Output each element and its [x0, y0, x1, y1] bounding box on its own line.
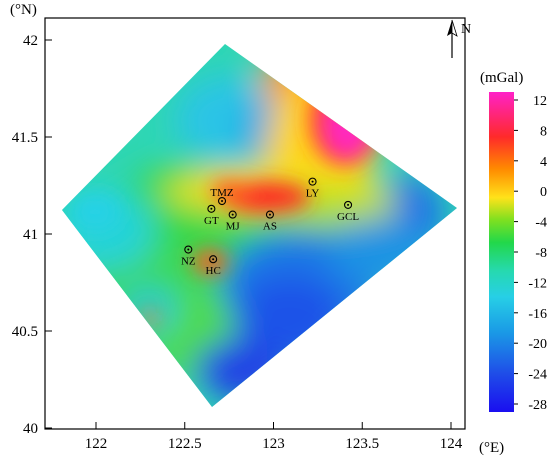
colorbar-tick-label: 0 [540, 185, 547, 200]
station-marker-icon [265, 210, 275, 219]
colorbar-ticks: 12 8 4 0 -4 -8 -12 -16 -20 -24 -28 [514, 94, 547, 413]
y-tick-label: 42 [23, 33, 38, 49]
station-marker-dot [268, 213, 271, 216]
x-unit-label: (°E) [479, 440, 504, 456]
station-label: LY [306, 188, 320, 200]
station-marker-dot [210, 207, 213, 210]
station-as[interactable]: AS [263, 210, 277, 233]
map-frame [44, 17, 466, 430]
x-axis: 122 122.5 123 123.5 124 [85, 422, 463, 452]
station-marker-icon [184, 245, 193, 254]
station-label: HC [206, 265, 221, 277]
colorbar-tick-label: -12 [528, 276, 547, 291]
station-gcl[interactable]: GCL [337, 200, 359, 223]
colorbar-tick-label: -8 [535, 246, 547, 261]
station-ly[interactable]: LY [306, 177, 320, 200]
station-label: AS [263, 221, 277, 233]
y-unit-label: (°N) [10, 2, 37, 18]
colorbar-tick-label: -28 [528, 398, 547, 413]
station-nz[interactable]: NZ [181, 245, 196, 268]
gravity-field [62, 44, 457, 407]
station-marker-dot [212, 258, 215, 261]
colorbar-tick-label: 12 [533, 94, 547, 109]
station-marker-dot [221, 200, 224, 203]
station-label: GT [204, 215, 219, 227]
station-marker-icon [217, 196, 227, 206]
colorbar-unit: (mGal) [480, 70, 523, 86]
station-label: NZ [181, 256, 196, 268]
station-marker-dot [187, 248, 190, 251]
colorbar-tick-label: -16 [528, 307, 547, 322]
station-hc[interactable]: HC [206, 255, 221, 278]
x-tick-label: 122.5 [168, 436, 202, 452]
station-marker-dot [347, 203, 350, 206]
colorbar-tick-label: 8 [540, 124, 547, 139]
colorbar [489, 92, 514, 412]
y-axis: 42 41.5 41 40.5 40 [12, 33, 52, 437]
y-tick-label: 41 [23, 227, 38, 243]
station-marker-icon [308, 177, 317, 186]
north-arrow-icon: N [447, 19, 471, 58]
x-tick-label: 123.5 [345, 436, 379, 452]
stations-layer: TMZ GT MJ AS LY GCL NZ HC [181, 177, 359, 278]
station-marker-dot [311, 180, 314, 183]
x-tick-label: 124 [440, 436, 463, 452]
station-gt[interactable]: GT [204, 204, 219, 227]
y-tick-label: 40.5 [12, 324, 38, 340]
y-tick-label: 41.5 [12, 130, 38, 146]
colorbar-tick-label: -24 [528, 368, 547, 383]
north-label: N [461, 22, 471, 37]
station-marker-icon [207, 204, 216, 213]
station-marker-icon [209, 255, 218, 264]
station-label: GCL [337, 211, 359, 223]
x-tick-label: 123 [262, 436, 285, 452]
colorbar-tick-label: 4 [540, 155, 547, 170]
station-label: MJ [226, 221, 241, 233]
x-tick-label: 122 [85, 436, 108, 452]
station-marker-icon [228, 210, 237, 219]
station-tmz[interactable]: TMZ [210, 187, 234, 206]
y-tick-label: 40 [23, 421, 38, 437]
station-marker-dot [231, 213, 234, 216]
colorbar-tick-label: -4 [535, 216, 547, 231]
station-label: TMZ [210, 187, 234, 199]
colorbar-tick-label: -20 [528, 337, 547, 352]
station-marker-icon [343, 200, 353, 209]
station-mj[interactable]: MJ [226, 210, 241, 233]
